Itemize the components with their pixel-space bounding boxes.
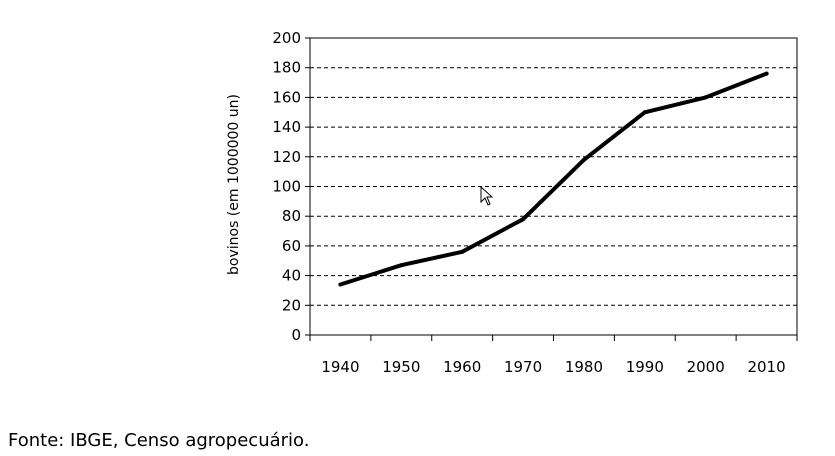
mouse-pointer-icon bbox=[480, 185, 494, 206]
data-point bbox=[581, 157, 586, 162]
data-points bbox=[338, 71, 769, 287]
x-axis-ticks: 1940 1950 1960 1970 1980 1990 2000 2010 bbox=[309, 335, 798, 376]
series-line bbox=[338, 71, 769, 287]
y-tick-label: 0 bbox=[291, 326, 301, 344]
y-tick-label: 140 bbox=[272, 118, 301, 136]
data-point bbox=[764, 71, 769, 76]
y-tick-label: 60 bbox=[282, 237, 301, 255]
data-point bbox=[642, 110, 647, 115]
x-tick-label: 1940 bbox=[321, 358, 359, 376]
x-tick-label: 2000 bbox=[687, 358, 725, 376]
y-tick-label: 200 bbox=[272, 29, 301, 47]
line-chart: 0 20 40 60 80 100 120 140 160 180 200 1940 1950 1960… bbox=[226, 29, 798, 376]
y-tick-label: 40 bbox=[282, 267, 301, 285]
x-tick-label: 1980 bbox=[565, 358, 603, 376]
y-tick-label: 20 bbox=[282, 296, 301, 314]
y-tick-label: 160 bbox=[272, 88, 301, 106]
y-tick-label: 120 bbox=[272, 148, 301, 166]
x-tick-label: 1950 bbox=[382, 358, 420, 376]
data-point bbox=[399, 263, 404, 268]
y-tick-label: 100 bbox=[272, 178, 301, 196]
y-tick-label: 180 bbox=[272, 59, 301, 77]
data-point bbox=[703, 95, 708, 100]
y-axis-ticks: 0 20 40 60 80 100 120 140 160 180 200 bbox=[272, 29, 310, 344]
y-tick-label: 80 bbox=[282, 207, 301, 225]
x-tick-label: 1990 bbox=[626, 358, 664, 376]
data-point bbox=[460, 249, 465, 254]
plot-area bbox=[309, 37, 798, 336]
y-axis-title: bovinos (em 1000000 un) bbox=[226, 94, 242, 275]
x-tick-label: 1970 bbox=[504, 358, 542, 376]
data-point bbox=[338, 282, 343, 287]
x-tick-label: 2010 bbox=[747, 358, 785, 376]
data-point bbox=[521, 217, 526, 222]
source-note: Fonte: IBGE, Censo agropecuário. bbox=[8, 430, 310, 451]
x-tick-label: 1960 bbox=[443, 358, 481, 376]
